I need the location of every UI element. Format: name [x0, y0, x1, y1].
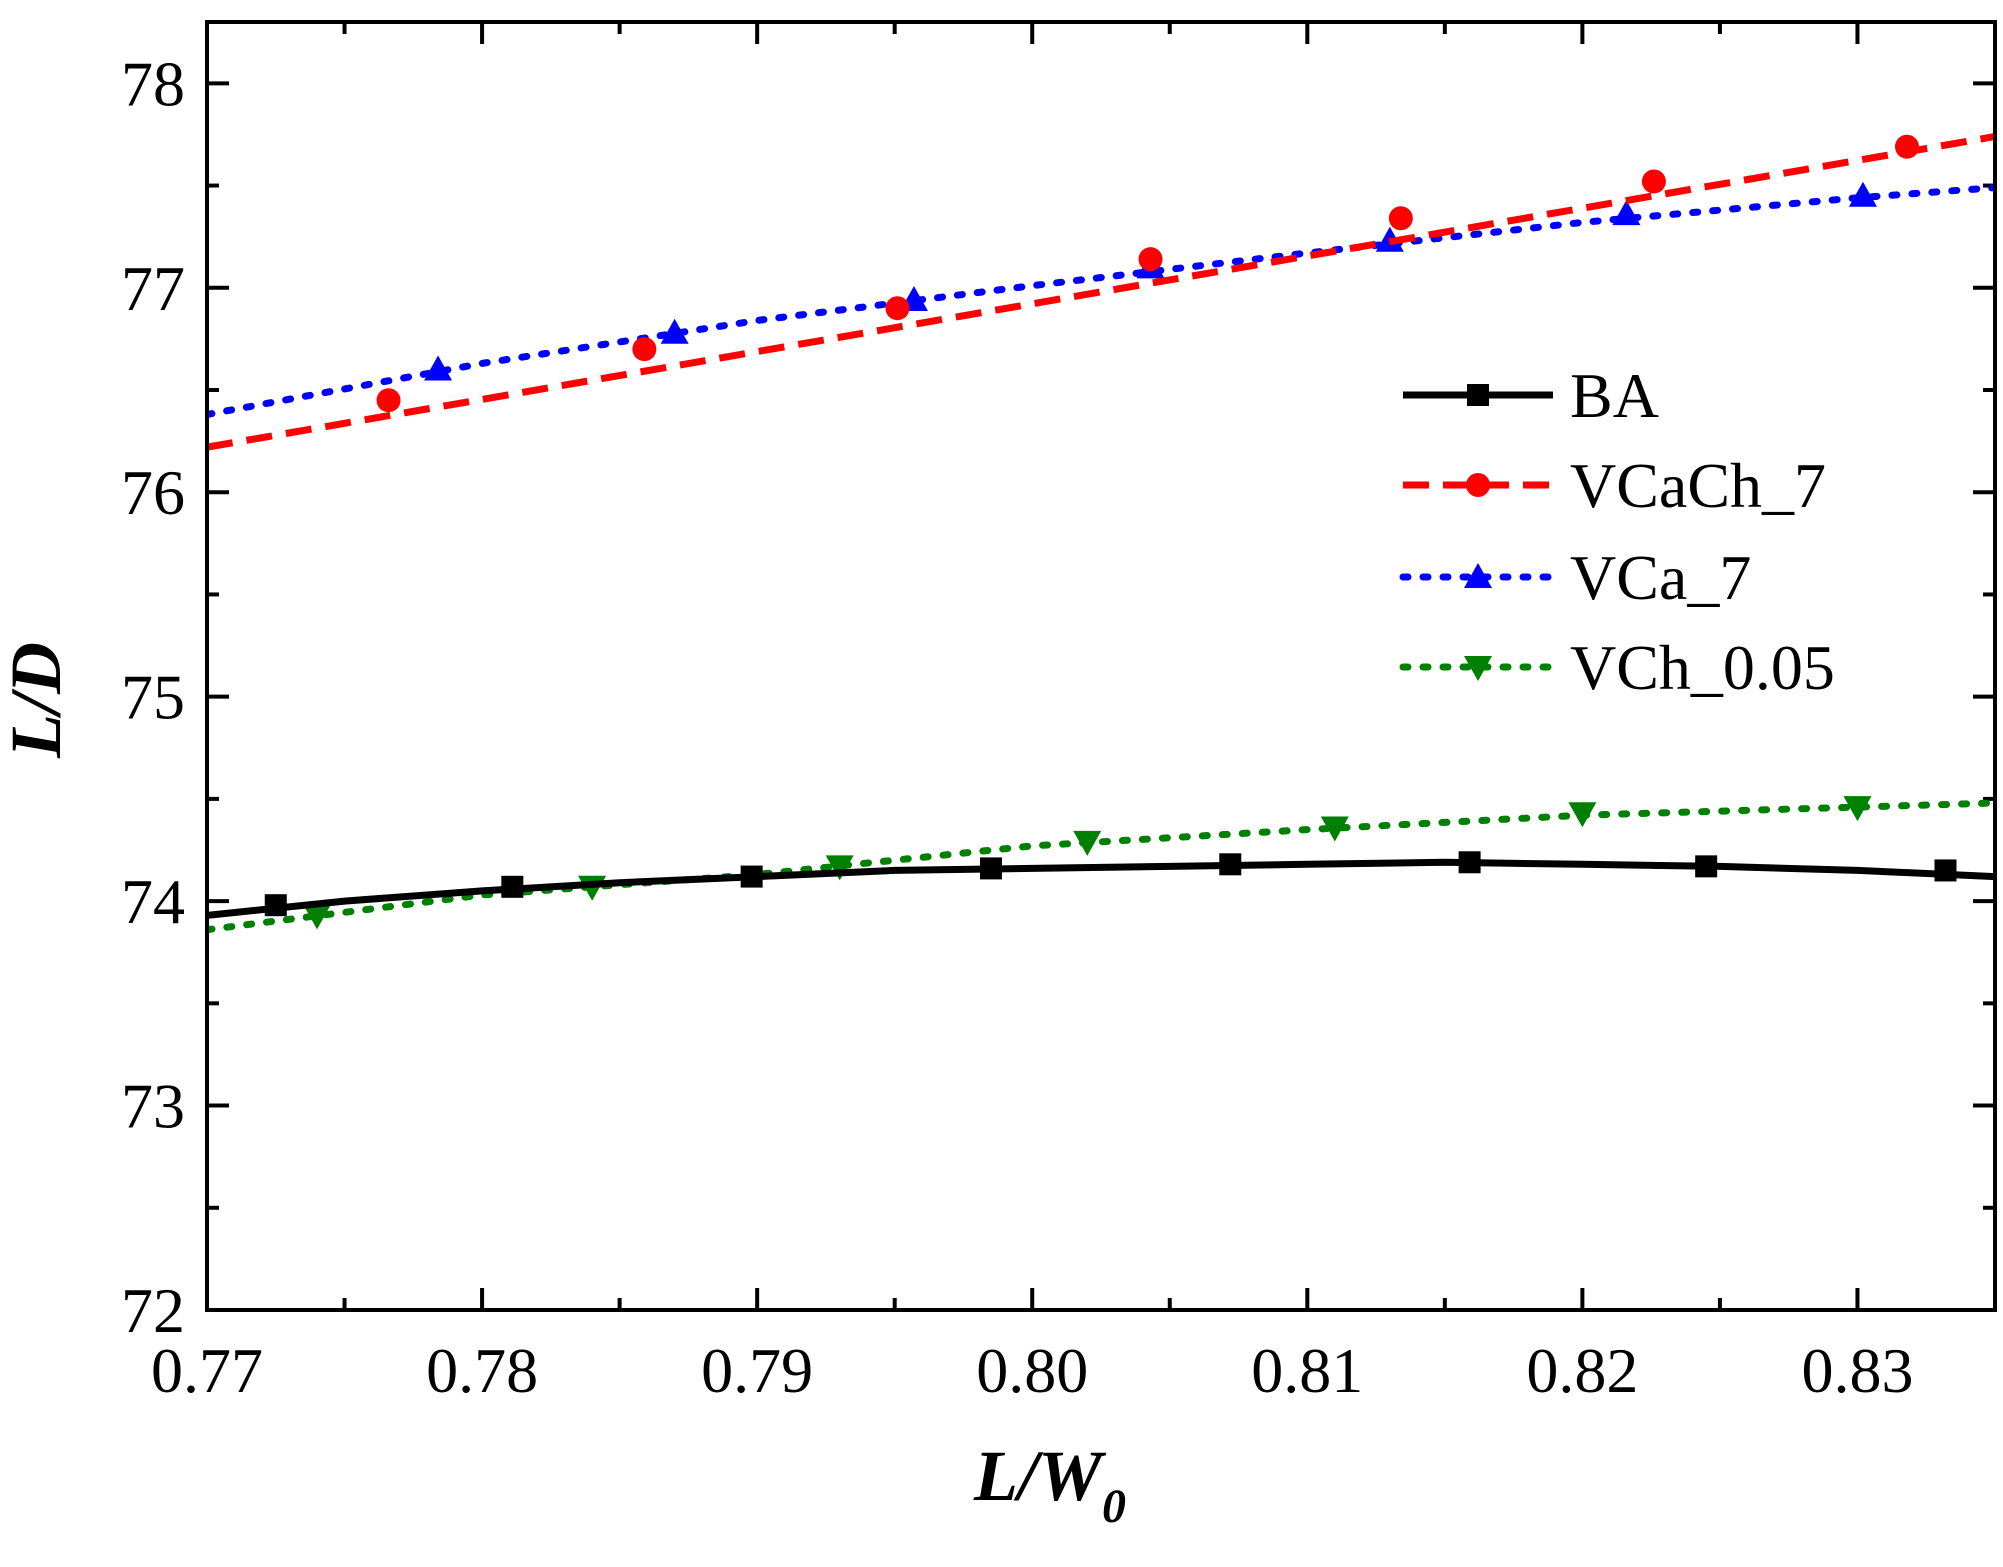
series-line-ba — [207, 858, 1995, 919]
series-vcach-7 — [207, 133, 1995, 451]
data-point-vch-0-05 — [1320, 816, 1349, 842]
y-tick-label: 77 — [121, 253, 185, 324]
legend-label-vcach-7: VCaCh_7 — [1570, 450, 1826, 521]
data-point-ba — [501, 875, 524, 898]
data-point-vcach-7 — [885, 296, 910, 321]
data-point-vca-7 — [1848, 181, 1877, 207]
legend-marker-vch-0-05 — [1464, 656, 1492, 681]
y-tick-label: 72 — [121, 1275, 185, 1346]
x-tick-label: 0.80 — [976, 1335, 1088, 1406]
data-point-vca-7 — [1612, 200, 1641, 226]
data-point-ba — [1458, 851, 1481, 874]
x-tick-label: 0.82 — [1526, 1335, 1638, 1406]
data-point-vcach-7 — [1641, 169, 1666, 194]
x-axis-title-subscript: 0 — [1102, 1480, 1126, 1533]
legend-item-vcach-7: VCaCh_7 — [1403, 450, 1826, 521]
data-point-vcach-7 — [1894, 134, 1919, 159]
x-tick-label: 0.81 — [1251, 1335, 1363, 1406]
x-tick-label: 0.79 — [701, 1335, 813, 1406]
y-tick-label: 76 — [121, 457, 185, 528]
legend-marker-vcach-7 — [1466, 473, 1490, 497]
data-point-ba — [1934, 859, 1957, 882]
data-point-ba — [740, 865, 763, 888]
data-point-vca-7 — [660, 318, 689, 344]
tick-labels: 0.77 0.78 0.79 0.80 0.81 0.82 0.83 72 73 74 75 76 77… — [121, 48, 1913, 1406]
x-tick-label: 0.83 — [1801, 1335, 1913, 1406]
legend-marker-ba — [1467, 384, 1489, 406]
data-point-ba — [1219, 853, 1242, 876]
y-tick-label: 74 — [121, 866, 185, 937]
data-point-vch-0-05 — [303, 904, 332, 930]
data-point-ba — [264, 894, 287, 917]
x-axis-title-main: L/W — [973, 1436, 1107, 1516]
data-point-vcach-7 — [1138, 247, 1163, 272]
data-point-vch-0-05 — [1843, 796, 1872, 822]
series-vca-7 — [207, 181, 1995, 418]
legend-label-vca-7: VCa_7 — [1570, 542, 1751, 613]
y-tick-label: 73 — [121, 1071, 185, 1142]
y-axis-title: L/D — [0, 642, 76, 759]
plot-frame — [205, 20, 1997, 1312]
legend-label-vch-0-05: VCh_0.05 — [1570, 632, 1835, 703]
legend-item-ba: BA — [1403, 360, 1659, 431]
legend-label-ba: BA — [1570, 360, 1659, 431]
y-tick-label: 75 — [121, 662, 185, 733]
legend-item-vch-0-05: VCh_0.05 — [1399, 632, 1835, 703]
x-axis-title: L/W0 — [973, 1436, 1126, 1533]
data-point-ba — [979, 857, 1002, 880]
data-point-vch-0-05 — [1073, 830, 1102, 856]
y-tick-label: 78 — [121, 48, 185, 119]
data-point-vcach-7 — [1388, 206, 1413, 231]
data-point-vch-0-05 — [825, 855, 854, 881]
series-vch-0-05 — [207, 796, 1995, 934]
data-point-vcach-7 — [632, 337, 657, 362]
series-layer — [207, 133, 1995, 934]
data-point-vcach-7 — [376, 388, 401, 413]
x-tick-label: 0.77 — [151, 1335, 263, 1406]
x-tick-label: 0.78 — [426, 1335, 538, 1406]
data-point-ba — [1695, 855, 1718, 878]
series-ba — [207, 851, 1995, 919]
series-line-vca-7 — [207, 184, 1995, 418]
legend-item-vca-7: VCa_7 — [1399, 542, 1751, 613]
legend: BA VCaCh_7 VCa_7 VCh_0.05 — [1399, 360, 1835, 703]
legend-marker-vca-7 — [1464, 563, 1492, 588]
data-point-vch-0-05 — [1568, 802, 1597, 828]
series-line-vcach-7 — [207, 133, 1995, 451]
data-point-vca-7 — [424, 355, 453, 381]
